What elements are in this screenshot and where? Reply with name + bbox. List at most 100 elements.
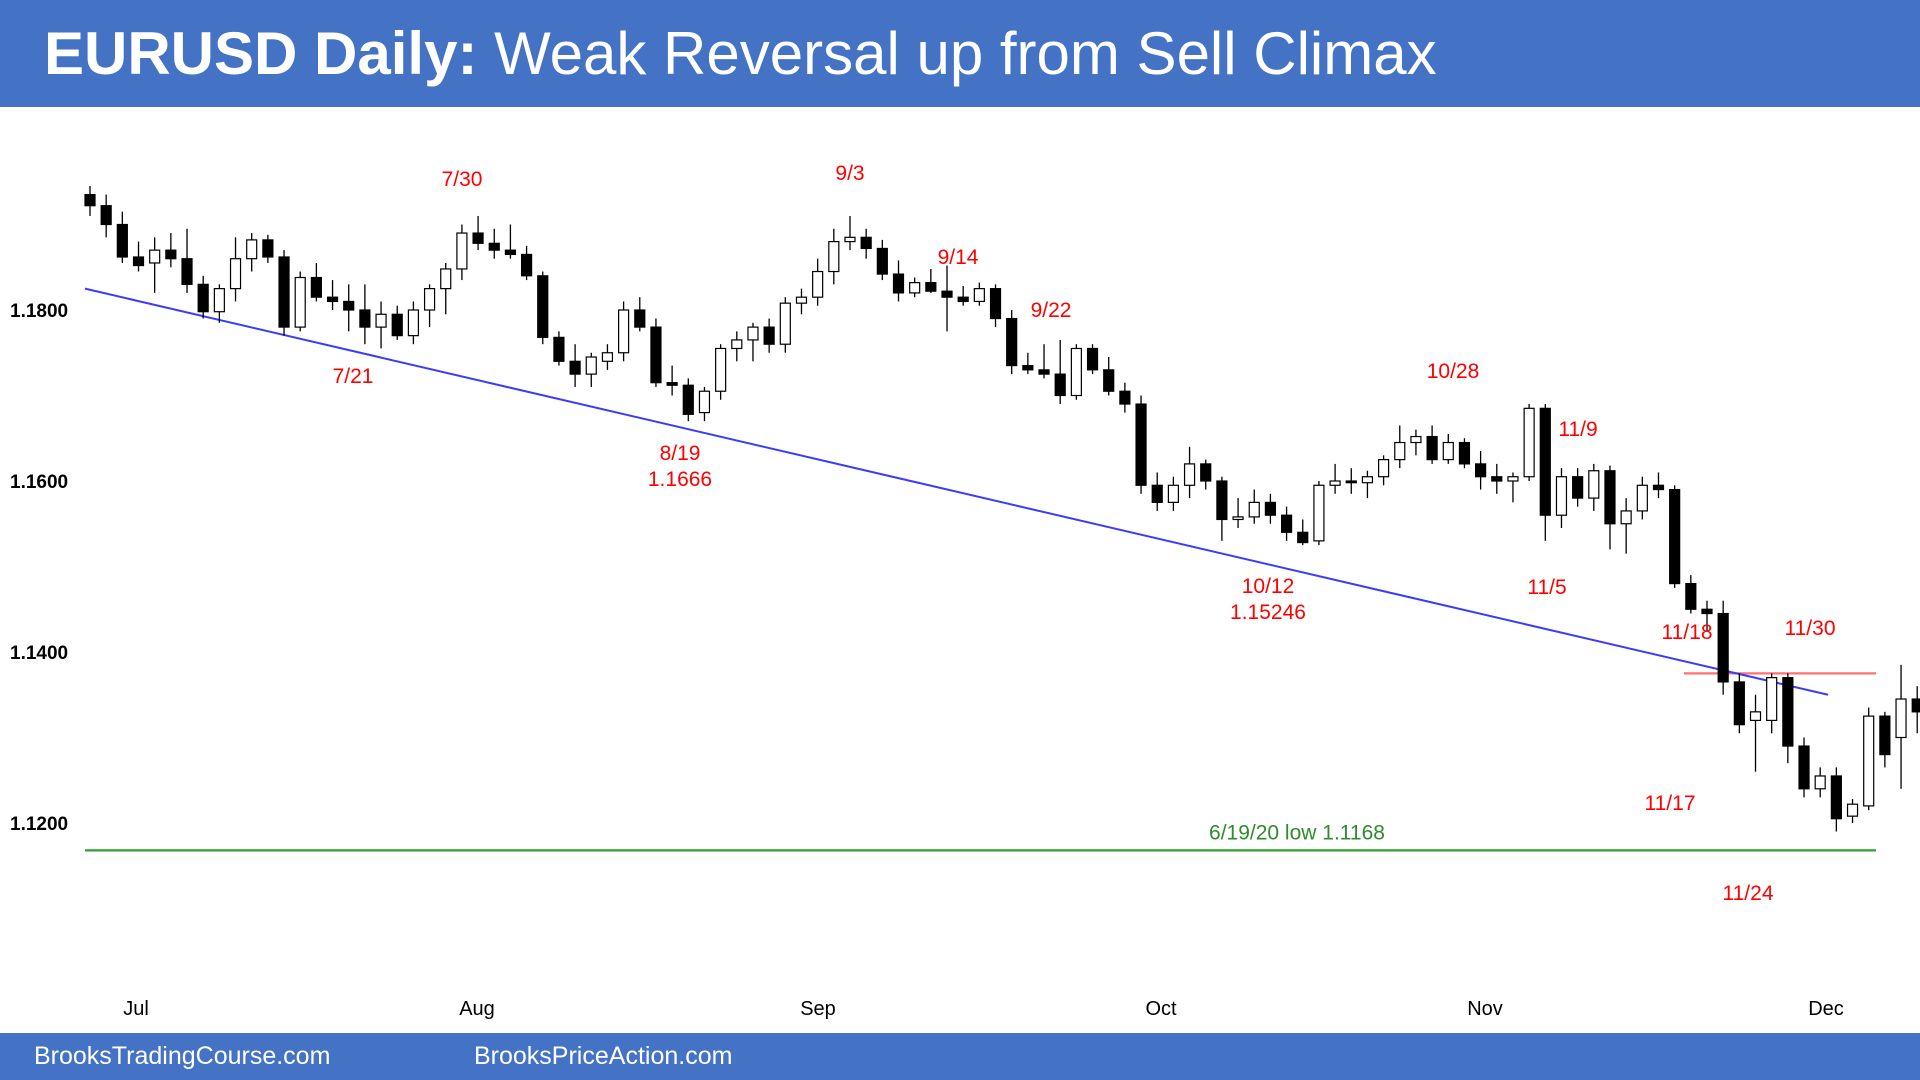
candle-body <box>1701 608 1713 615</box>
candle-body <box>763 326 775 345</box>
candle-body <box>1200 463 1212 482</box>
candle-body <box>100 205 112 226</box>
candle-body <box>456 232 468 270</box>
candle-body <box>1345 480 1357 484</box>
candle-body <box>909 282 921 294</box>
footer-site-right: BrooksPriceAction.com <box>474 1042 733 1070</box>
bear-trendline <box>84 287 1829 696</box>
candle-body <box>1588 470 1600 499</box>
candle-body <box>1167 484 1179 503</box>
annotation-label: 10/12 <box>1242 575 1295 598</box>
candle-body <box>1151 484 1163 503</box>
candle-body <box>828 241 840 273</box>
candle-body <box>165 249 177 260</box>
candle-body <box>698 390 711 414</box>
chart-title-band: EURUSD Daily: Weak Reversal up from Sell… <box>0 0 1920 107</box>
chart-title-rest: Weak Reversal up from Sell Climax <box>477 20 1437 87</box>
candle-body <box>246 239 258 260</box>
annotation-label: 1.1666 <box>648 468 712 491</box>
x-tick-label: Sep <box>800 998 836 1020</box>
candle-body <box>1006 317 1018 367</box>
candle-body <box>925 282 937 292</box>
annotation-label: 7/21 <box>333 365 374 388</box>
x-tick-label: Aug <box>459 998 495 1020</box>
annotation-label: 9/14 <box>938 246 979 269</box>
candle-body <box>634 309 646 328</box>
candle-body <box>650 326 662 384</box>
candle-body <box>957 296 969 303</box>
candle-body <box>1669 488 1681 585</box>
candle-body <box>1054 373 1066 397</box>
x-tick-label: Oct <box>1145 998 1177 1020</box>
candle-body <box>682 384 694 415</box>
candle-body <box>989 288 1002 320</box>
candle-body <box>666 382 678 386</box>
candle-body <box>1814 775 1826 790</box>
candle-body <box>731 339 743 350</box>
candle-body <box>1022 364 1034 371</box>
candle-body <box>1103 369 1115 392</box>
candle-body <box>1475 463 1487 478</box>
candle-body <box>1572 476 1584 499</box>
candle-body <box>1248 501 1260 518</box>
candle-body <box>876 247 888 275</box>
candle-body <box>812 270 824 298</box>
candle-body <box>537 275 549 338</box>
candle-body <box>520 253 533 277</box>
y-tick-label: 1.1200 <box>10 814 68 835</box>
candle-body <box>1394 441 1406 461</box>
candle-body <box>1426 435 1438 461</box>
candle-body <box>197 283 209 313</box>
chart-title-bold: EURUSD Daily: <box>44 20 478 87</box>
candle-body <box>310 276 322 298</box>
candle-body <box>1135 403 1147 486</box>
candle-body <box>1507 476 1519 482</box>
x-tick-label: Nov <box>1467 998 1503 1020</box>
candle-body <box>262 239 274 258</box>
candle-body <box>1539 407 1551 516</box>
candle-body <box>1313 484 1325 542</box>
x-tick-label: Dec <box>1808 998 1844 1020</box>
candle-body <box>973 288 985 303</box>
candle-body <box>860 236 872 250</box>
candle-body <box>1749 711 1762 721</box>
annotation-label: 11/24 <box>1723 882 1774 905</box>
candle-body <box>1329 480 1341 486</box>
candle-body <box>585 356 597 375</box>
candle-body <box>553 336 565 362</box>
candle-body <box>941 290 953 298</box>
candle-body <box>1280 514 1293 533</box>
candle-body <box>892 273 905 294</box>
x-tick-label: Jul <box>123 998 149 1020</box>
support-line-label: 6/19/20 low 1.1168 <box>1209 821 1385 844</box>
candle-body <box>1523 407 1535 478</box>
candle-body <box>1733 681 1745 726</box>
footer-site-left: BrooksTradingCourse.com <box>34 1042 331 1070</box>
candle-body <box>618 309 630 354</box>
candle-body <box>116 223 128 258</box>
y-tick-label: 1.1800 <box>10 301 68 322</box>
candle-body <box>1846 803 1859 817</box>
candle-body <box>1863 715 1875 807</box>
candle-body <box>1410 435 1422 444</box>
candle-body <box>1216 480 1228 521</box>
candle-body <box>1879 715 1891 756</box>
candle-body <box>1264 501 1277 516</box>
candle-body <box>747 326 759 341</box>
annotation-label: 9/22 <box>1031 299 1072 322</box>
candle-body <box>84 193 96 207</box>
candle-body <box>326 296 339 303</box>
candle-body <box>278 256 290 328</box>
annotation-label: 1.15246 <box>1230 601 1306 624</box>
candle-body <box>1717 612 1729 683</box>
annotation-label: 9/3 <box>835 162 864 185</box>
candle-body <box>1636 484 1648 512</box>
footer-band: BrooksTradingCourse.com BrooksPriceActio… <box>0 1033 1920 1080</box>
candle-body <box>844 236 856 243</box>
candle-body <box>1038 369 1050 375</box>
candle-body <box>1183 463 1196 486</box>
candle-body <box>1086 347 1099 371</box>
candle-body <box>795 296 808 304</box>
annotation-label: 11/9 <box>1558 418 1597 441</box>
candle-body <box>1604 470 1616 525</box>
